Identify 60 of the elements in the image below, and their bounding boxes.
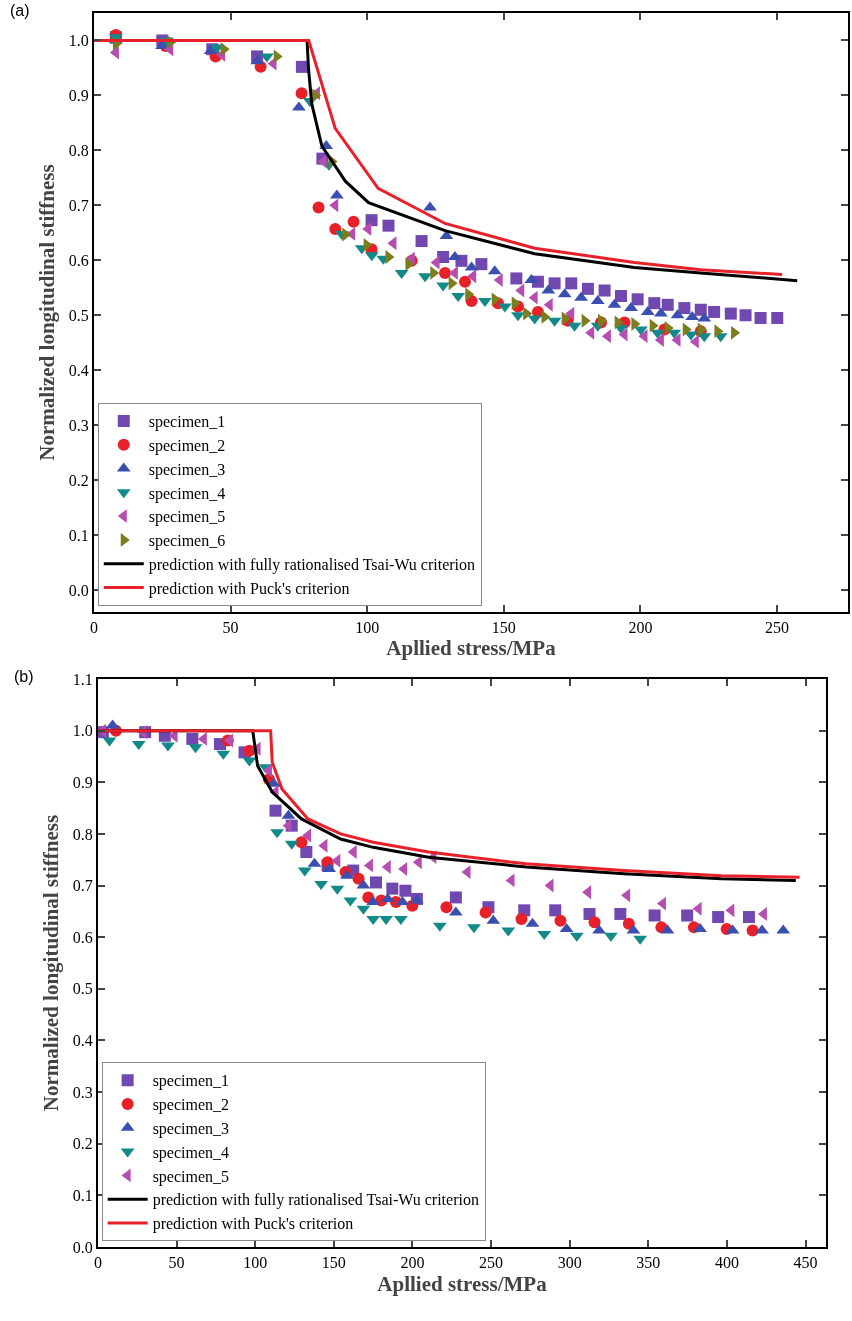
y-tick-label: 0.5 bbox=[68, 306, 89, 324]
legend-label: specimen_2 bbox=[148, 436, 226, 455]
legend-label: prediction with Puck's criterion bbox=[152, 1215, 354, 1234]
legend-label: specimen_3 bbox=[148, 460, 226, 479]
y-tick-label: 0.0 bbox=[68, 581, 89, 599]
y-tick-label: 0.0 bbox=[72, 1238, 93, 1256]
y-tick-label: 0.6 bbox=[72, 928, 93, 946]
y-tick-label: 0.5 bbox=[72, 980, 93, 998]
y-tick-label: 0.4 bbox=[72, 1032, 93, 1050]
y-tick-label: 0.2 bbox=[68, 471, 89, 489]
x-tick-label: 250 bbox=[479, 1254, 504, 1272]
legend-label: specimen_1 bbox=[148, 413, 226, 432]
x-tick-label: 0 bbox=[90, 619, 98, 637]
y-tick-label: 0.3 bbox=[72, 1083, 93, 1101]
x-tick-label: 0 bbox=[94, 1254, 102, 1272]
legend-label: prediction with fully rationalised Tsai-Wu criterion bbox=[152, 1191, 479, 1210]
x-tick-label: 350 bbox=[636, 1254, 661, 1272]
y-tick-label: 0.7 bbox=[68, 196, 89, 214]
y-tick-label: 0.6 bbox=[68, 251, 89, 269]
y-tick-label: 0.8 bbox=[68, 141, 89, 159]
y-tick-label: 0.9 bbox=[68, 87, 89, 105]
x-tick-label: 150 bbox=[491, 619, 516, 637]
y-tick-label: 0.4 bbox=[68, 361, 89, 379]
text: (a) bbox=[10, 2, 30, 19]
y-tick-label: 0.8 bbox=[72, 825, 93, 843]
x-axis-title: Apllied stress/MPa bbox=[377, 1271, 548, 1296]
legend-label: specimen_3 bbox=[152, 1120, 230, 1139]
y-axis-title: Normalized longitudinal stiffness bbox=[35, 164, 60, 461]
x-tick-label: 400 bbox=[714, 1254, 739, 1272]
legend-label: specimen_2 bbox=[152, 1096, 230, 1115]
x-tick-label: 100 bbox=[243, 1254, 268, 1272]
legend-label: specimen_5 bbox=[152, 1167, 230, 1186]
x-tick-label: 200 bbox=[400, 1254, 425, 1272]
legend-label: specimen_4 bbox=[152, 1143, 230, 1162]
legend-label: specimen_4 bbox=[148, 484, 226, 503]
y-tick-label: 0.3 bbox=[68, 416, 89, 434]
y-tick-label: 0.1 bbox=[68, 526, 89, 544]
x-axis-title: Apllied stress/MPa bbox=[386, 636, 557, 660]
legend-label: prediction with Puck's criterion bbox=[148, 579, 350, 598]
y-tick-label: 1.1 bbox=[72, 670, 93, 688]
x-tick-label: 100 bbox=[355, 619, 380, 637]
y-tick-label: 1.0 bbox=[72, 722, 93, 740]
y-tick-label: 0.9 bbox=[72, 773, 93, 791]
x-tick-label: 250 bbox=[764, 619, 789, 637]
legend-label: prediction with fully rationalised Tsai-Wu criterion bbox=[148, 555, 476, 574]
legend-label: specimen_1 bbox=[152, 1072, 230, 1091]
x-tick-label: 200 bbox=[628, 619, 653, 637]
x-tick-label: 300 bbox=[557, 1254, 582, 1272]
legend-label: specimen_6 bbox=[148, 532, 226, 551]
y-axis-title: Normalized longitudinal stiffness bbox=[39, 814, 64, 1112]
x-tick-label: 50 bbox=[168, 1254, 185, 1272]
y-tick-label: 0.2 bbox=[72, 1135, 93, 1153]
x-tick-label: 50 bbox=[222, 619, 239, 637]
x-tick-label: 150 bbox=[321, 1254, 346, 1272]
y-tick-label: 0.1 bbox=[72, 1186, 93, 1204]
x-tick-label: 450 bbox=[793, 1254, 818, 1272]
y-tick-label: 0.7 bbox=[72, 877, 93, 895]
text: (b) bbox=[14, 668, 34, 685]
y-tick-label: 1.0 bbox=[68, 32, 89, 50]
legend-label: specimen_5 bbox=[148, 508, 226, 527]
